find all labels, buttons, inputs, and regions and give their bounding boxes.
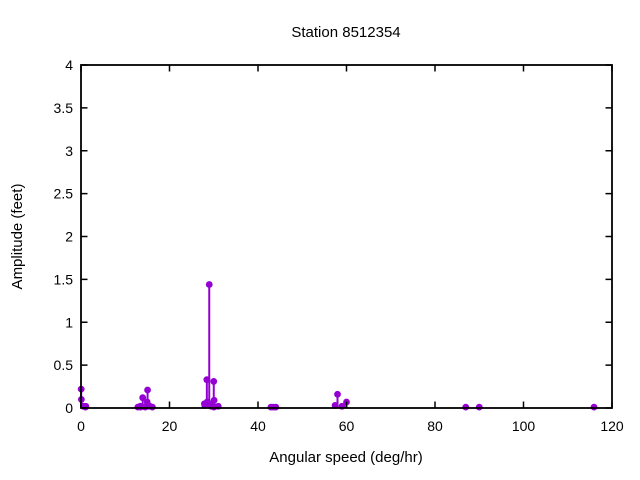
x-tick-label: 40 — [250, 418, 266, 434]
data-point — [210, 378, 218, 385]
data-point — [139, 394, 147, 402]
data-point — [210, 396, 218, 404]
x-tick-label: 100 — [512, 418, 536, 434]
y-tick-label: 4 — [65, 57, 73, 73]
plot-data-layer — [77, 281, 598, 411]
y-axis-label: Amplitude (feet) — [9, 184, 26, 290]
y-tick-label: 0 — [65, 400, 73, 416]
data-point — [205, 281, 213, 288]
plot-border — [80, 64, 613, 409]
y-tick-label: 1.5 — [54, 271, 74, 287]
x-tick-label: 80 — [427, 418, 443, 434]
x-tick-label: 0 — [77, 418, 85, 434]
y-tick-label: 1 — [65, 314, 73, 330]
plot-frame-layer: 0 20 40 60 80 100 120 0 0.5 1 1.5 2 2.5 3 3.5 4 — [54, 57, 624, 434]
x-tick-label: 60 — [339, 418, 355, 434]
y-tick-label: 2.5 — [54, 186, 74, 202]
x-axis-label: Angular speed (deg/hr) — [269, 449, 422, 466]
data-point — [334, 390, 341, 398]
x-tick-label: 20 — [162, 418, 178, 434]
y-tick-label: 0.5 — [54, 357, 74, 373]
x-tick-label: 120 — [600, 418, 624, 434]
y-tick-label: 3.5 — [54, 100, 74, 116]
y-tick-label: 3 — [65, 143, 73, 159]
y-tick-label: 2 — [65, 229, 73, 245]
data-point — [144, 386, 151, 394]
chart-title: Station 8512354 — [291, 24, 400, 41]
